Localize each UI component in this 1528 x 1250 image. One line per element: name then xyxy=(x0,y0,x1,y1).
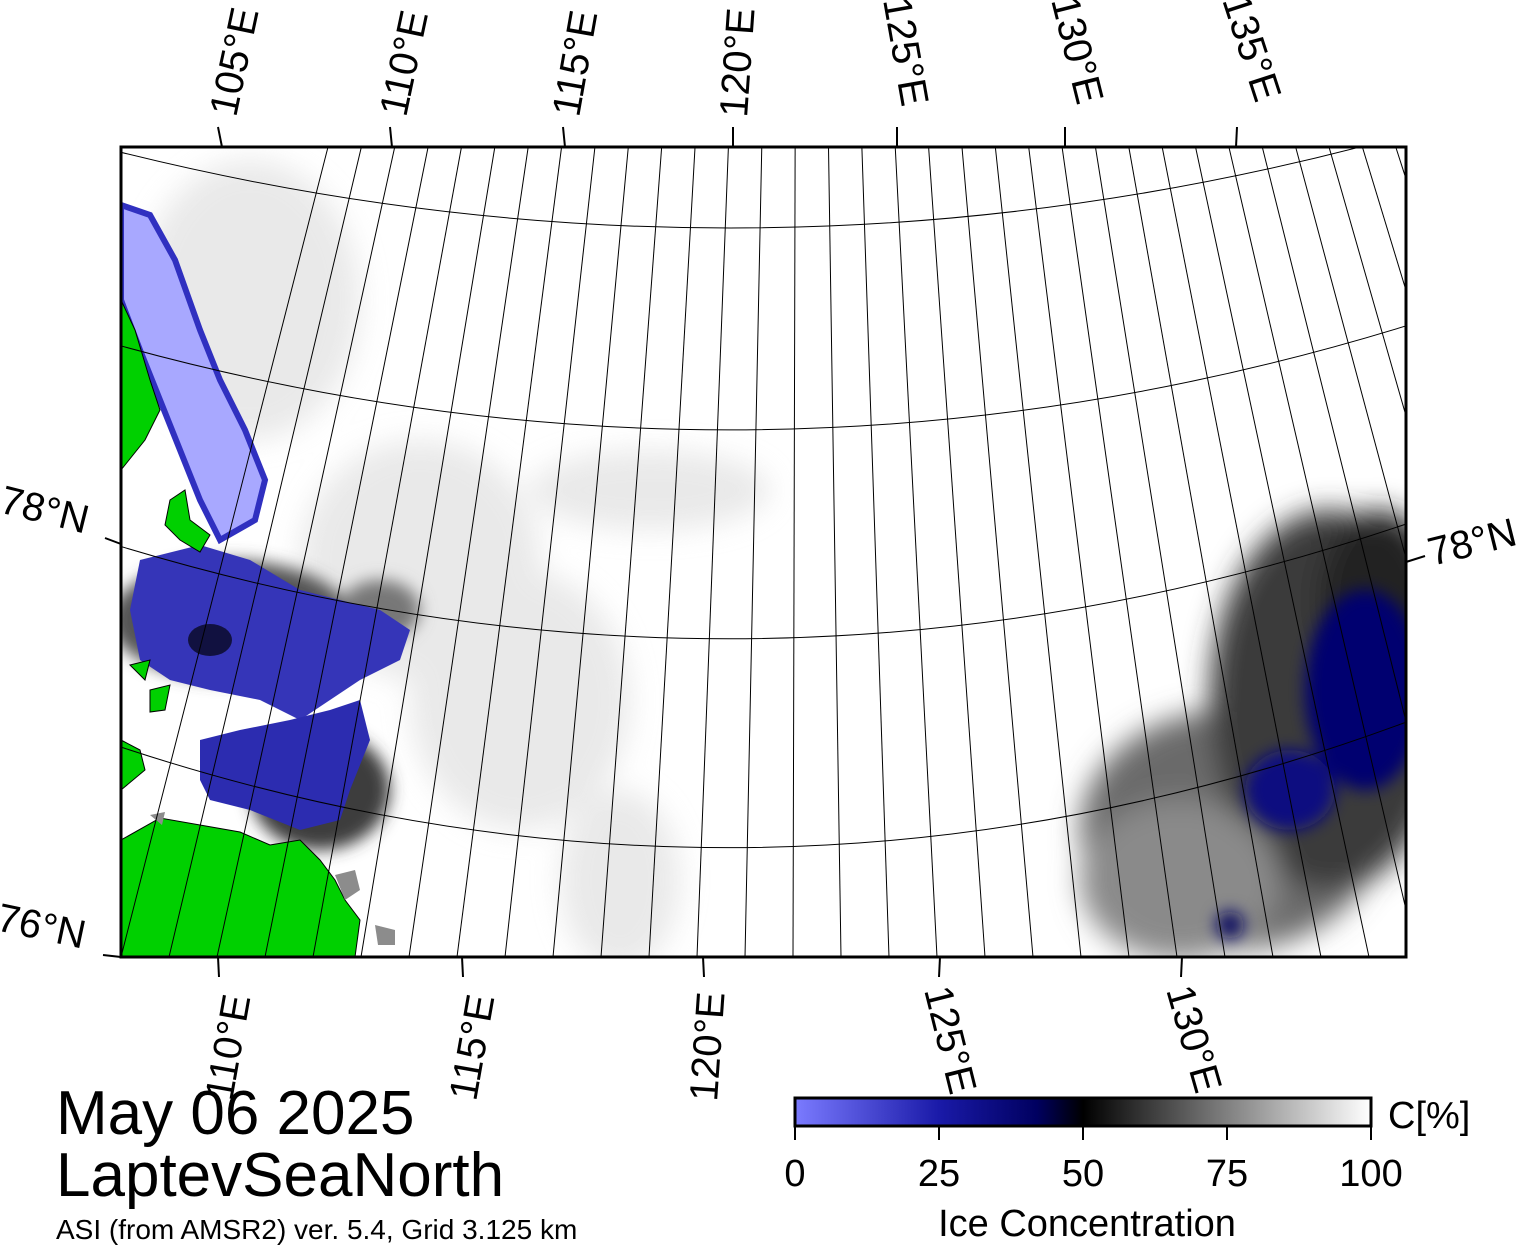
colorbar-tick-label: 75 xyxy=(1206,1153,1248,1195)
top-lon-label: 135°E xyxy=(1213,0,1289,107)
bottom-lon-tick xyxy=(1180,956,1183,978)
data-source: ASI (from AMSR2) ver. 5.4, Grid 3.125 km xyxy=(56,1214,578,1245)
top-lon-label: 125°E xyxy=(874,0,936,109)
parallel-line xyxy=(121,325,1406,431)
meridian-line xyxy=(168,147,362,957)
island-1 xyxy=(164,489,211,553)
top-lon-tick xyxy=(1235,126,1238,148)
top-lon-label: 130°E xyxy=(1042,0,1111,108)
bottom-lon-tick xyxy=(217,956,220,978)
colorbar xyxy=(793,1096,1373,1128)
colorbar-title: Ice Concentration xyxy=(938,1203,1236,1245)
top-lon-label: 105°E xyxy=(202,4,268,120)
meridian-line xyxy=(961,147,1034,957)
island-4 xyxy=(149,684,171,713)
meridian-line xyxy=(1161,147,1322,957)
lat-tick-76-left xyxy=(102,954,122,958)
meridian-line xyxy=(1028,147,1130,957)
mid-ice-west-1 xyxy=(130,545,410,720)
top-lon-tick xyxy=(562,126,566,148)
island-3 xyxy=(129,659,151,681)
meridian-line xyxy=(504,147,596,957)
meridian-line xyxy=(1295,147,1406,561)
meridian-line xyxy=(828,147,842,957)
land xyxy=(121,299,361,957)
meridian-line xyxy=(121,147,329,957)
lat-label-76-left: 76°N xyxy=(0,896,90,958)
bottom-lon-label: 125°E xyxy=(915,982,984,1099)
bottom-lon-label: 130°E xyxy=(1157,980,1229,1097)
meridian-line xyxy=(744,147,763,957)
parallel-line xyxy=(121,523,1406,640)
meridian-line xyxy=(648,147,696,957)
colorbar-unit: C[%] xyxy=(1388,1095,1470,1137)
meridian-line xyxy=(552,147,629,957)
meridian-line xyxy=(1361,147,1406,293)
top-longitude-ticks: 105°E 110°E 115°E 120°E 125°E 130°E 135°E xyxy=(202,0,1289,148)
bottom-lon-label: 120°E xyxy=(682,990,734,1102)
meridian-line xyxy=(1261,147,1406,724)
meridian-line xyxy=(1328,147,1406,418)
graticule xyxy=(121,147,1406,957)
meridian-line xyxy=(1228,147,1406,912)
map-date: May 06 2025 xyxy=(56,1079,415,1148)
severnaya-zemlya xyxy=(121,299,161,471)
meridian-line xyxy=(861,147,890,957)
bottom-lon-tick xyxy=(702,956,705,978)
meridian-line xyxy=(600,147,663,957)
top-lon-label: 115°E xyxy=(545,7,607,119)
meridian-line xyxy=(1061,147,1178,957)
parallel-line xyxy=(121,721,1406,849)
map-region: LaptevSeaNorth xyxy=(56,1141,505,1210)
colorbar-tick-label: 25 xyxy=(918,1153,960,1195)
map-frame xyxy=(119,145,1408,959)
colorbar-ticks: 0 25 50 75 100 xyxy=(784,1126,1403,1195)
meridian-line xyxy=(408,147,529,957)
meridian-line xyxy=(792,147,796,957)
colorbar-tick-label: 0 xyxy=(784,1153,805,1195)
low-ice-band xyxy=(121,201,269,545)
meridian-line xyxy=(264,147,429,957)
lat-label-78-right: 78°N xyxy=(1424,510,1521,574)
colorbar-tick-label: 100 xyxy=(1339,1153,1402,1195)
ice-dark-patch xyxy=(188,624,232,656)
top-lon-tick xyxy=(389,126,393,148)
map-content xyxy=(121,160,1406,957)
top-lon-label: 110°E xyxy=(372,7,437,120)
meridian-line xyxy=(894,147,938,957)
parallel-line xyxy=(121,147,1362,229)
colorbar-tick-label: 50 xyxy=(1062,1153,1104,1195)
top-lon-label: 120°E xyxy=(712,6,764,118)
bottom-lon-label: 115°E xyxy=(442,991,504,1103)
meridian-line xyxy=(1195,147,1370,957)
top-lon-tick xyxy=(217,126,223,148)
meridian-line xyxy=(360,147,496,957)
meridian-line xyxy=(216,147,396,957)
meridian-line xyxy=(312,147,462,957)
bottom-lon-tick xyxy=(461,956,464,978)
lat-tick-78-right xyxy=(1405,555,1426,563)
coast-shadow xyxy=(150,812,395,945)
lat-tick-78-left xyxy=(104,537,122,545)
mid-ice-west-2 xyxy=(200,700,370,830)
bottom-lon-tick xyxy=(938,956,941,978)
meridian-line xyxy=(1094,147,1226,957)
meridian-line xyxy=(696,147,729,957)
meridian-line xyxy=(456,147,563,957)
meridian-line xyxy=(994,147,1082,957)
meridian-line xyxy=(1128,147,1274,957)
meridian-line xyxy=(928,147,986,957)
lat-label-78-left: 78°N xyxy=(0,478,93,542)
